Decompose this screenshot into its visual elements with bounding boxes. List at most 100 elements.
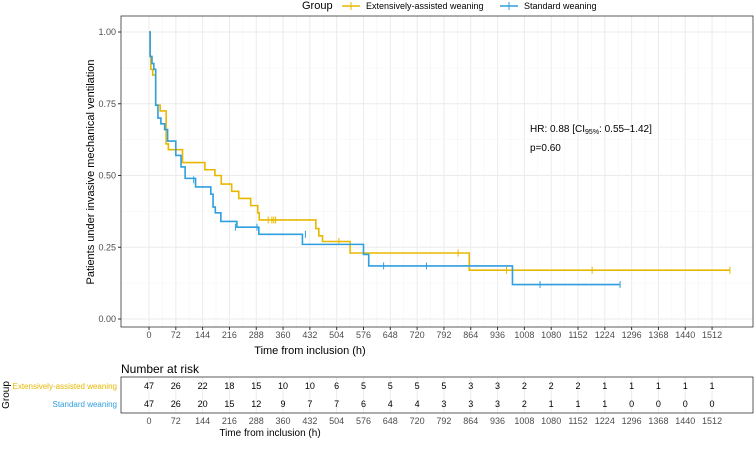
x-tick-label: 144	[195, 330, 210, 340]
risk-x-tick-label: 576	[356, 416, 371, 426]
risk-cell: 0	[710, 399, 715, 409]
risk-cell: 9	[281, 399, 286, 409]
x-tick-label: 288	[249, 330, 264, 340]
risk-cell: 3	[468, 399, 473, 409]
risk-cell: 1	[549, 399, 554, 409]
x-tick-label: 1512	[702, 330, 722, 340]
y-axis: 0.00 0.25 0.50 0.75 1.00	[98, 27, 121, 324]
risk-y-title: Group	[1, 381, 12, 409]
survival-curves	[149, 31, 731, 289]
risk-cell: 3	[468, 381, 473, 391]
risk-cell: 5	[361, 381, 366, 391]
risk-table-title: Number at risk	[121, 362, 200, 376]
risk-cell: 2	[522, 381, 527, 391]
x-tick-label: 504	[329, 330, 344, 340]
risk-cell: 1	[656, 381, 661, 391]
risk-cell: 20	[198, 399, 208, 409]
risk-cell: 5	[415, 381, 420, 391]
risk-cell: 1	[602, 399, 607, 409]
legend-label-extensively: Extensively-assisted weaning	[366, 1, 484, 11]
risk-cell: 2	[549, 381, 554, 391]
risk-cell: 18	[224, 381, 234, 391]
risk-cell: 12	[251, 399, 261, 409]
risk-x-tick-label: 432	[302, 416, 317, 426]
survival-curve-standard	[149, 31, 621, 286]
risk-cell: 0	[656, 399, 661, 409]
risk-cell: 10	[305, 381, 315, 391]
risk-x-tick-label: 144	[195, 416, 210, 426]
risk-cell: 1	[575, 399, 580, 409]
risk-x-tick-label: 1512	[702, 416, 722, 426]
risk-cell: 3	[495, 381, 500, 391]
risk-cell: 1	[683, 381, 688, 391]
y-tick-label: 0.25	[98, 242, 116, 252]
risk-table: Extensively-assisted weaning 47 26 22 18 15 10…	[13, 381, 715, 409]
risk-cell: 7	[307, 399, 312, 409]
risk-x-tick-label: 1368	[648, 416, 668, 426]
x-tick-label: 216	[222, 330, 237, 340]
risk-cell: 2	[575, 381, 580, 391]
plot-panel-border	[120, 15, 754, 328]
risk-cell: 10	[278, 381, 288, 391]
hr-text: HR: 0.88 [CI95%: 0.55–1.42]	[530, 124, 652, 136]
risk-x-tick-label: 720	[410, 416, 425, 426]
risk-cell: 1	[629, 381, 634, 391]
x-tick-label: 720	[410, 330, 425, 340]
x-tick-label: 360	[276, 330, 291, 340]
x-tick-label: 1440	[675, 330, 695, 340]
plot-grid	[121, 16, 753, 327]
risk-cell: 0	[683, 399, 688, 409]
risk-x-tick-label: 72	[171, 416, 181, 426]
risk-cell: 3	[495, 399, 500, 409]
risk-cell: 22	[198, 381, 208, 391]
x-tick-label: 936	[490, 330, 505, 340]
risk-grid: 0 72 144 216 288 360 432 504 576 648 720 792 864 936 1…	[146, 377, 722, 426]
risk-cell: 6	[361, 399, 366, 409]
risk-x-axis-label: Time from inclusion (h)	[219, 428, 320, 439]
x-tick-label: 1152	[568, 330, 587, 340]
risk-cell: 15	[224, 399, 234, 409]
risk-x-tick-label: 1224	[595, 416, 615, 426]
x-tick-label: 72	[171, 330, 181, 340]
risk-x-tick-label: 216	[222, 416, 237, 426]
risk-x-tick-label: 1296	[622, 416, 642, 426]
risk-panel-border	[120, 376, 754, 414]
hr-annotation: HR: 0.88 [CI95%: 0.55–1.42] p=0.60	[530, 124, 652, 154]
x-tick-label: 1080	[541, 330, 561, 340]
risk-cell: 1	[710, 381, 715, 391]
y-tick-label: 0.50	[98, 171, 116, 181]
risk-x-tick-label: 1440	[675, 416, 695, 426]
risk-cell: 4	[415, 399, 420, 409]
y-tick-label: 0.75	[98, 99, 116, 109]
risk-x-tick-label: 504	[329, 416, 344, 426]
x-tick-label: 1008	[514, 330, 534, 340]
legend-title: Group	[302, 0, 333, 12]
legend-label-standard: Standard weaning	[524, 1, 597, 11]
x-axis-label: Time from inclusion (h)	[254, 345, 365, 357]
risk-cell: 47	[144, 399, 154, 409]
x-axis: 0 72 144 216 288 360 432 504 576 648 720 792 864 936 1…	[146, 327, 722, 340]
y-tick-label: 0.00	[98, 314, 116, 324]
risk-cell: 1	[602, 381, 607, 391]
risk-cell: 0	[629, 399, 634, 409]
x-tick-label: 648	[383, 330, 398, 340]
risk-x-tick-label: 792	[436, 416, 451, 426]
risk-cell: 3	[441, 399, 446, 409]
risk-row-label: Standard weaning	[53, 400, 118, 409]
x-tick-label: 1224	[595, 330, 615, 340]
risk-x-tick-label: 648	[383, 416, 398, 426]
risk-cell: 6	[334, 381, 339, 391]
risk-cell: 47	[144, 381, 154, 391]
x-tick-label: 1296	[622, 330, 642, 340]
x-tick-label: 576	[356, 330, 371, 340]
risk-x-tick-label: 1152	[568, 416, 587, 426]
risk-x-tick-label: 288	[249, 416, 264, 426]
y-tick-label: 1.00	[98, 27, 116, 37]
risk-cell: 5	[441, 381, 446, 391]
risk-cell: 15	[251, 381, 261, 391]
risk-cell: 26	[171, 399, 181, 409]
y-axis-label: Patients under invasive mechanical venti…	[85, 59, 97, 284]
x-tick-label: 432	[302, 330, 317, 340]
x-tick-label: 1368	[648, 330, 668, 340]
